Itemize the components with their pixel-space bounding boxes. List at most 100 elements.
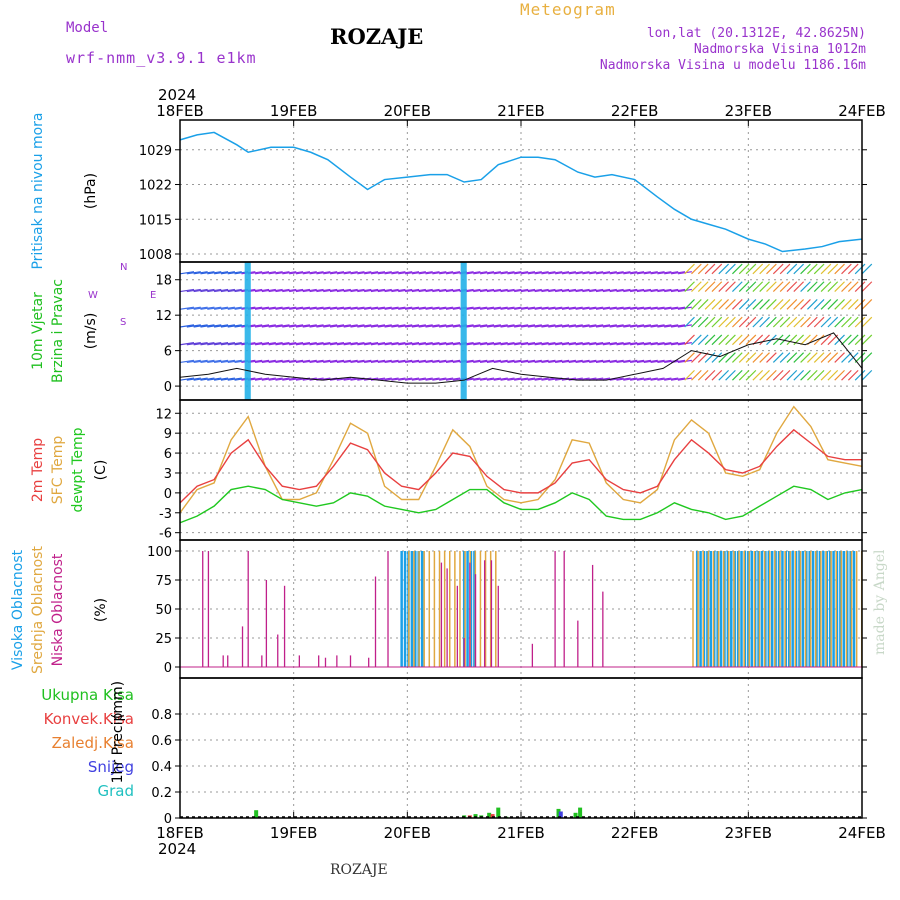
wind-barb bbox=[779, 281, 791, 292]
wind-barb bbox=[691, 263, 702, 275]
wind-barb bbox=[841, 352, 852, 363]
wind-barb bbox=[343, 324, 358, 328]
wind-barb bbox=[384, 342, 399, 346]
wind-barb bbox=[616, 359, 631, 364]
wind-barb bbox=[514, 271, 529, 275]
wind-barb bbox=[391, 342, 406, 346]
wind-barb bbox=[207, 271, 222, 275]
wind-barb bbox=[364, 271, 379, 275]
wind-barb bbox=[514, 359, 529, 364]
wind-barb bbox=[411, 324, 426, 328]
wind-barb bbox=[664, 271, 679, 275]
wind-barb bbox=[207, 324, 222, 328]
wind-barb bbox=[589, 271, 604, 275]
wind-barb bbox=[630, 342, 645, 346]
wind-barb bbox=[316, 271, 331, 275]
wind-barb bbox=[336, 342, 351, 346]
wind-barb bbox=[636, 306, 652, 310]
wind-barb bbox=[493, 377, 508, 381]
wind-barb bbox=[582, 271, 597, 275]
wind-barb bbox=[793, 369, 805, 381]
year-label-bottom: 2024 bbox=[158, 840, 196, 858]
cloud-mid-axis-label: Srednja Oblacnost bbox=[30, 546, 46, 674]
wind-barb bbox=[309, 288, 324, 293]
temp-sfc-line bbox=[179, 405, 863, 514]
wind-barb bbox=[602, 288, 617, 293]
wind-barb bbox=[670, 342, 686, 346]
wind-barb bbox=[186, 306, 201, 310]
wind-barb bbox=[275, 288, 290, 293]
wind-barb bbox=[418, 306, 433, 310]
y-tick-label: 0.6 bbox=[151, 734, 172, 749]
wind-barb bbox=[309, 324, 324, 328]
wind-barb bbox=[432, 271, 447, 275]
wind-barb bbox=[725, 352, 736, 363]
wind-barb bbox=[548, 324, 563, 328]
wind-barb bbox=[391, 288, 406, 293]
wind-barb bbox=[514, 324, 529, 328]
x-tick-label-bottom: 18FEB bbox=[156, 824, 203, 842]
wind-barb bbox=[568, 324, 583, 328]
wind-barb bbox=[847, 369, 859, 381]
wind-barb bbox=[500, 377, 515, 381]
wind-barb bbox=[384, 288, 399, 293]
wind-barb bbox=[697, 281, 709, 292]
y-tick-label: 18 bbox=[155, 274, 172, 289]
wind-barb bbox=[772, 369, 784, 381]
wind-barb bbox=[589, 324, 604, 328]
wind-barb bbox=[616, 271, 631, 275]
wind-barb bbox=[691, 369, 702, 381]
wind-barb bbox=[711, 299, 723, 310]
wind-barb bbox=[295, 342, 311, 346]
wind-barb bbox=[745, 281, 757, 292]
wind-barb bbox=[630, 288, 645, 293]
wind-axis-label-2: Brzina i Pravac bbox=[50, 279, 66, 383]
wind-barb bbox=[404, 288, 420, 293]
wind-barb bbox=[800, 281, 811, 292]
wind-barb bbox=[350, 359, 365, 364]
x-tick-label-bottom: 22FEB bbox=[611, 824, 658, 842]
wind-barb bbox=[534, 306, 549, 310]
x-tick-label-bottom: 20FEB bbox=[384, 824, 431, 842]
wind-barb bbox=[534, 288, 549, 293]
wind-barb bbox=[527, 306, 542, 310]
wind-barb bbox=[268, 342, 283, 346]
wind-barb bbox=[684, 316, 695, 328]
wind-barb bbox=[350, 306, 365, 310]
wind-barb bbox=[220, 288, 236, 293]
wind-barb bbox=[582, 306, 597, 310]
wind-barb bbox=[364, 324, 379, 328]
wind-barb bbox=[854, 316, 866, 328]
wind-barb bbox=[391, 377, 406, 381]
wind-barb bbox=[343, 306, 358, 310]
wind-barb bbox=[555, 306, 570, 310]
wind-barb bbox=[820, 299, 832, 310]
wind-barb bbox=[350, 271, 365, 275]
wind-barb bbox=[507, 306, 522, 310]
wind-barb bbox=[316, 342, 331, 346]
wind-barb bbox=[623, 359, 638, 364]
precip-legend-entry: Konvek.Kisa bbox=[44, 710, 134, 728]
wind-barb bbox=[309, 359, 324, 364]
wind-barb bbox=[568, 288, 583, 293]
wind-barb bbox=[731, 316, 743, 328]
wind-barb bbox=[691, 316, 702, 328]
wind-barb bbox=[841, 299, 852, 310]
wind-barb bbox=[404, 342, 420, 346]
wind-barb bbox=[493, 342, 508, 346]
wind-barb bbox=[772, 281, 784, 292]
wind-barb bbox=[214, 359, 229, 364]
wind-barb bbox=[302, 359, 317, 364]
x-tick-label-top: 21FEB bbox=[497, 102, 544, 120]
wind-barb bbox=[834, 281, 845, 292]
y-tick-label: 100 bbox=[147, 545, 172, 560]
wind-barb bbox=[602, 342, 617, 346]
wind-barb bbox=[289, 324, 304, 328]
wind-barb bbox=[664, 306, 679, 310]
wind-barb bbox=[731, 299, 743, 310]
wind-barb bbox=[766, 316, 777, 328]
wind-barb bbox=[582, 359, 597, 364]
wind-barb bbox=[793, 263, 805, 275]
x-tick-label-top: 20FEB bbox=[384, 102, 431, 120]
wind-barb bbox=[179, 306, 195, 310]
